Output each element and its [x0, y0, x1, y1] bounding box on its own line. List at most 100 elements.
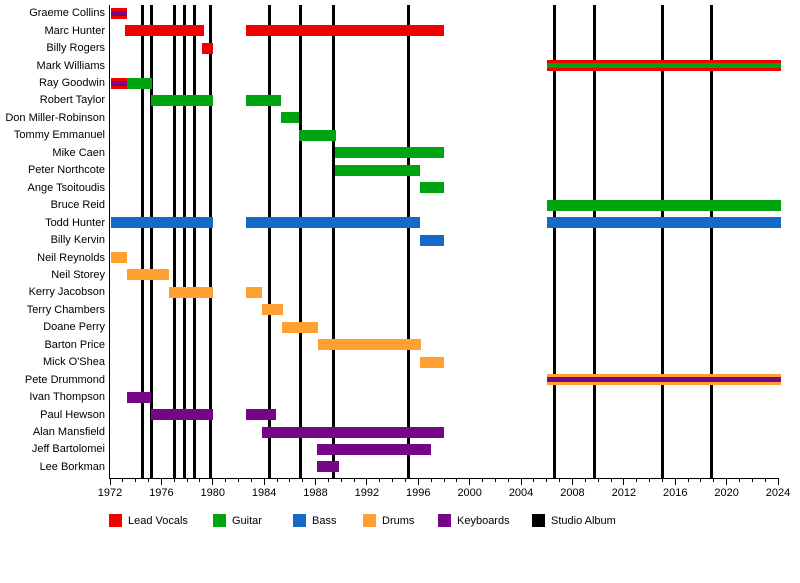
x-axis-tick-label: 2016 — [662, 487, 688, 499]
timeline-bar-kerry-jacobson-drums — [169, 286, 213, 298]
member-label-ange-tsoitoudis: Ange Tsoitoudis — [27, 181, 105, 194]
x-axis-tick-label: 2008 — [560, 487, 585, 499]
timeline-bar-marc-hunter-lead_vocals — [125, 25, 204, 37]
timeline-bar-robert-taylor-guitar — [151, 94, 213, 106]
x-axis-minor-tick — [289, 479, 291, 482]
x-axis-major-tick — [212, 479, 214, 485]
member-label-paul-hewson: Paul Hewson — [40, 408, 105, 421]
x-axis-minor-tick — [173, 479, 175, 482]
x-axis-major-tick — [417, 479, 419, 485]
x-axis-minor-tick — [482, 479, 484, 482]
timeline-bar-kerry-jacobson-drums — [246, 286, 262, 298]
legend-swatch-keyboards — [438, 514, 451, 527]
x-axis-minor-tick — [237, 479, 239, 482]
timeline-bar-don-miller-robinson-guitar — [280, 112, 299, 124]
x-axis-major-tick — [777, 479, 779, 485]
member-label-mark-williams: Mark Williams — [36, 59, 105, 72]
member-label-marc-hunter: Marc Hunter — [44, 24, 105, 37]
studio-album-line — [208, 5, 212, 478]
x-axis-minor-tick — [559, 479, 561, 482]
x-axis-tick-label: 2004 — [508, 487, 534, 499]
x-axis-tick-label: 2024 — [765, 487, 791, 499]
timeline-bar-doane-perry-drums — [282, 321, 319, 333]
x-axis-minor-tick — [610, 479, 612, 482]
x-axis-minor-tick — [764, 479, 766, 482]
studio-album-line — [660, 5, 664, 478]
x-axis-minor-tick — [392, 479, 394, 482]
x-axis-minor-tick — [404, 479, 406, 482]
x-axis-tick-label: 1976 — [149, 487, 174, 499]
timeline-bar-graeme-collins-lead_vocals-keyboards — [111, 7, 127, 19]
x-axis-minor-tick — [649, 479, 651, 482]
x-axis-major-tick — [263, 479, 265, 485]
member-label-ivan-thompson: Ivan Thompson — [29, 391, 105, 404]
x-axis-tick-label: 1988 — [303, 487, 328, 499]
x-axis-minor-tick — [507, 479, 509, 482]
timeline-bar-mick-o-shea-drums — [419, 356, 444, 368]
timeline-bar-terry-chambers-drums — [261, 304, 284, 316]
x-axis-minor-tick — [186, 479, 188, 482]
member-label-pete-drummond: Pete Drummond — [24, 373, 105, 386]
x-axis-minor-tick — [713, 479, 715, 482]
legend-swatch-guitar — [213, 514, 226, 527]
x-axis-minor-tick — [456, 479, 458, 482]
member-label-mick-o-shea: Mick O'Shea — [42, 356, 105, 369]
x-axis-major-tick — [109, 479, 111, 485]
timeline-bar-barton-price-drums — [318, 339, 421, 351]
studio-album-line — [332, 5, 336, 478]
studio-album-line — [149, 5, 153, 478]
member-label-barton-price: Barton Price — [44, 338, 105, 351]
x-axis-minor-tick — [443, 479, 445, 482]
timeline-bar-paul-hewson-keyboards — [246, 409, 276, 421]
member-label-graeme-collins: Graeme Collins — [29, 7, 105, 20]
timeline-bar-paul-hewson-keyboards — [151, 409, 213, 421]
x-axis-tick-label: 1996 — [406, 487, 431, 499]
member-label-ray-goodwin: Ray Goodwin — [38, 77, 105, 89]
member-label-alan-mansfield: Alan Mansfield — [32, 426, 105, 438]
x-axis-minor-tick — [661, 479, 663, 482]
x-axis-major-tick — [469, 479, 471, 485]
x-axis-minor-tick — [302, 479, 304, 482]
timeline-bar-pete-drummond-drums-keyboards — [546, 374, 781, 386]
member-label-jeff-bartolomei: Jeff Bartolomei — [31, 443, 105, 456]
member-label-kerry-jacobson: Kerry Jacobson — [28, 286, 105, 299]
timeline-bar-billy-kervin-bass — [419, 234, 444, 246]
timeline-bar-ray-goodwin-lead_vocals-keyboards — [111, 77, 127, 89]
legend-label-drums: Drums — [382, 515, 415, 527]
member-label-billy-rogers: Billy Rogers — [46, 42, 105, 55]
studio-album-line — [183, 5, 186, 478]
studio-album-line — [172, 5, 176, 478]
studio-album-line — [592, 5, 596, 478]
legend-swatch-lead_vocals — [109, 514, 122, 527]
x-axis-tick-label: 2020 — [714, 487, 739, 499]
x-axis-line — [109, 478, 779, 479]
timeline-bar-marc-hunter-lead_vocals — [246, 25, 444, 37]
x-axis-minor-tick — [250, 479, 252, 482]
legend-label-guitar: Guitar — [232, 515, 262, 527]
x-axis-minor-tick — [148, 479, 150, 482]
timeline-bar-mike-caen-guitar — [334, 147, 444, 159]
x-axis-major-tick — [315, 479, 317, 485]
timeline-bar-tommy-emmanuel-guitar — [298, 129, 337, 141]
x-axis-major-tick — [726, 479, 728, 485]
x-axis-major-tick — [571, 479, 573, 485]
x-axis-minor-tick — [327, 479, 329, 482]
x-axis-minor-tick — [379, 479, 381, 482]
x-axis-minor-tick — [751, 479, 753, 482]
member-label-terry-chambers: Terry Chambers — [26, 303, 105, 316]
x-axis-tick-label: 1972 — [97, 487, 123, 499]
legend-label-lead_vocals: Lead Vocals — [128, 515, 188, 527]
member-label-doane-perry: Doane Perry — [43, 321, 105, 334]
legend-swatch-studio_album — [532, 514, 545, 527]
timeline-bar-bruce-reid-guitar — [546, 199, 781, 211]
member-label-billy-kervin: Billy Kervin — [50, 234, 105, 247]
x-axis-minor-tick — [636, 479, 638, 482]
timeline-bar-peter-northcote-guitar — [334, 164, 420, 176]
legend-swatch-drums — [363, 514, 376, 527]
member-label-neil-reynolds: Neil Reynolds — [37, 251, 105, 264]
x-axis-minor-tick — [340, 479, 342, 482]
timeline-bar-ange-tsoitoudis-guitar — [419, 182, 444, 194]
member-label-don-miller-robinson: Don Miller-Robinson — [5, 111, 105, 124]
timeline-bar-lee-borkman-keyboards — [316, 461, 339, 473]
